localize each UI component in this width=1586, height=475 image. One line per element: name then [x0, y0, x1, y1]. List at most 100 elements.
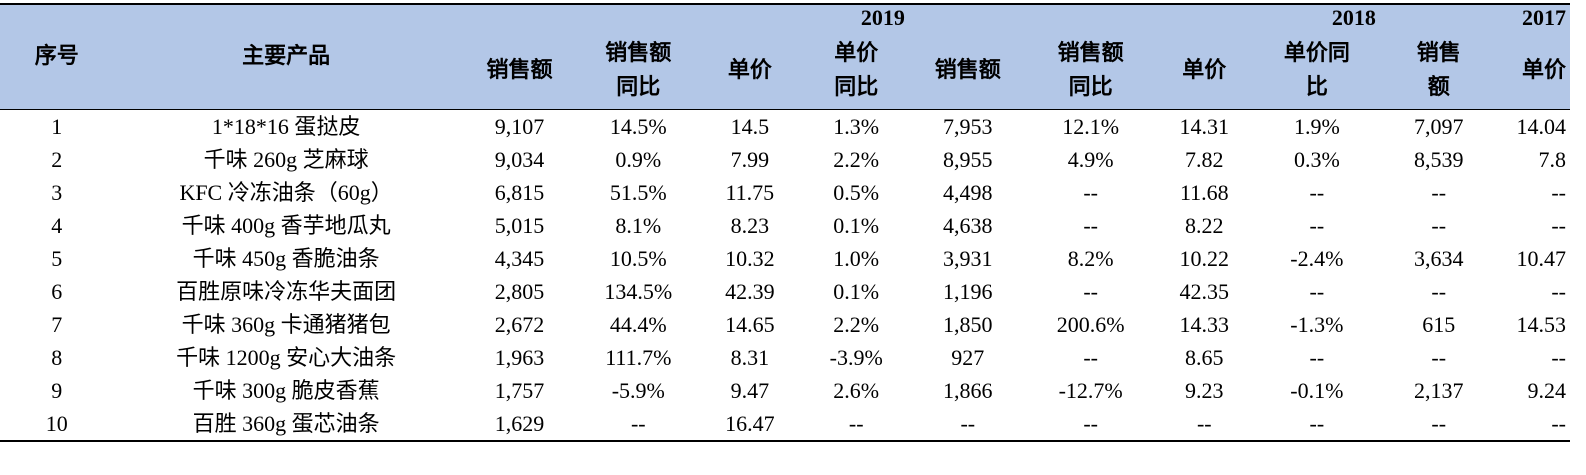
sales-2017-cell: -- — [1431, 180, 1447, 205]
col-price-2019-header: 单价 — [696, 31, 804, 110]
table-row: 9 千味 300g 脆皮香蕉 1,757 -5.9% 9.47 2.6% 1,866 -12.… — [0, 374, 1570, 407]
sales-2017-cell: -- — [1431, 279, 1447, 304]
product-cell: 百胜原味冷冻华夫面团 — [176, 279, 397, 304]
sales-2018-cell: 1,196 — [943, 279, 993, 304]
index-cell: 7 — [51, 312, 63, 337]
sales-yoy-2019-cell: 14.5% — [580, 109, 697, 143]
table-row: 8 千味 1200g 安心大油条 1,963 111.7% 8.31 -3.9% 927 --… — [0, 341, 1570, 374]
price-yoy-2019-cell: 0.5% — [833, 180, 880, 205]
price-yoy-2018-cell: -1.3% — [1290, 312, 1344, 337]
col-sales-yoy-2018-header: 销售额 同比 — [1026, 31, 1155, 110]
price-yoy-2018-cell: 1.9% — [1253, 109, 1380, 143]
price-yoy-2018-cell: -- — [1309, 279, 1325, 304]
col-sales-2019-header: 销售额 — [458, 31, 581, 110]
price-2019-cell: 8.23 — [730, 213, 770, 238]
sales-yoy-2018-cell: 12.1% — [1026, 109, 1155, 143]
product-cell: 千味 1200g 安心大油条 — [176, 345, 397, 370]
sales-2018-cell: 7,953 — [908, 109, 1027, 143]
product-cell: 千味 360g 卡通猪猪包 — [181, 312, 391, 337]
table-row: 5 千味 450g 香脆油条 4,345 10.5% 10.32 1.0% 3,931 8.2… — [0, 242, 1570, 275]
sales-2017-cell: 615 — [1422, 312, 1456, 337]
table-row: 4 千味 400g 香芋地瓜丸 5,015 8.1% 8.23 0.1% 4,638 -- 8.… — [0, 209, 1570, 242]
price-2019-cell: 14.5 — [696, 109, 804, 143]
sales-2019-cell: 1,629 — [458, 407, 581, 442]
sales-2018-cell: -- — [908, 407, 1027, 442]
header-line: 销售额 — [486, 57, 553, 82]
price-yoy-2019-cell: 2.2% — [833, 147, 880, 172]
table-row: 6 百胜原味冷冻华夫面团 2,805 134.5% 42.39 0.1% 1,196 -- 42… — [0, 275, 1570, 308]
sales-2019-cell: 5,015 — [494, 213, 545, 238]
price-2019-cell: 16.47 — [696, 407, 804, 442]
index-cell: 5 — [51, 246, 63, 271]
price-yoy-2019-cell: 0.1% — [833, 279, 880, 304]
sales-2018-cell: 1,850 — [943, 312, 993, 337]
header-line: 销售额 — [934, 57, 1001, 82]
sales-yoy-2019-cell: 111.7% — [605, 345, 672, 370]
price-2017-cell: -- — [1497, 407, 1570, 442]
col-price-2018-header: 单价 — [1154, 31, 1254, 110]
sales-yoy-2018-cell: -- — [1026, 407, 1155, 442]
price-2017-cell: 7.8 — [1538, 147, 1567, 172]
index-cell: 1 — [0, 109, 114, 143]
price-yoy-2019-cell: 0.1% — [833, 213, 880, 238]
product-cell: KFC 冷冻油条（60g） — [179, 180, 393, 205]
price-2019-cell: 10.32 — [725, 246, 775, 271]
table-body: 1 1*18*16 蛋挞皮 9,107 14.5% 14.5 1.3% 7,953 12.1%… — [0, 109, 1570, 442]
price-2017-cell: -- — [1551, 279, 1566, 304]
sales-2019-cell: 4,345 — [494, 246, 545, 271]
sales-yoy-2018-cell: -12.7% — [1058, 378, 1123, 403]
price-yoy-2019-cell: -3.9% — [829, 345, 883, 370]
header-line: 额 — [1427, 74, 1450, 99]
price-yoy-2018-cell: -- — [1309, 180, 1325, 205]
price-2018-cell: 8.22 — [1185, 213, 1224, 238]
table-row: 7 千味 360g 卡通猪猪包 2,672 44.4% 14.65 2.2% 1,850 20… — [0, 308, 1570, 341]
product-sales-table: 2019 2018 2017 序号 主要产品 销售额 销售额 同比 单价 单价 同比 销售额 销售… — [0, 3, 1570, 442]
table-row: 1 1*18*16 蛋挞皮 9,107 14.5% 14.5 1.3% 7,953 12.1%… — [0, 109, 1570, 143]
col-index-header: 序号 — [0, 31, 114, 110]
price-yoy-2019-cell: 2.6% — [833, 378, 880, 403]
sales-2019-cell: 9,034 — [494, 147, 545, 172]
product-cell: 千味 260g 芝麻球 — [203, 147, 369, 172]
column-header-row: 序号 主要产品 销售额 销售额 同比 单价 单价 同比 销售额 销售额 同比 单价 单价同比销售额单价 — [0, 31, 1570, 110]
price-2018-cell: 8.65 — [1185, 345, 1224, 370]
sales-yoy-2019-cell: -- — [580, 407, 697, 442]
price-2017-cell: 10.47 — [1516, 246, 1567, 271]
sales-yoy-2019-cell: 134.5% — [604, 279, 673, 304]
sales-yoy-2019-cell: 10.5% — [609, 246, 667, 271]
sales-2017-cell: 8,539 — [1414, 147, 1464, 172]
price-2017-cell: -- — [1551, 180, 1566, 205]
year-2019: 2019 — [458, 3, 909, 31]
index-cell: 9 — [51, 378, 63, 403]
index-cell: 3 — [51, 180, 63, 205]
price-2018-cell: 14.33 — [1179, 312, 1230, 337]
price-2018-cell: 10.22 — [1179, 246, 1230, 271]
sales-yoy-2018-cell: 8.2% — [1067, 246, 1114, 271]
sales-2017-cell: 2,137 — [1414, 378, 1464, 403]
table-row: 10 百胜 360g 蛋芯油条 1,629 -- 16.47 -- -- -- -- -- -- -- — [0, 407, 1570, 442]
sales-yoy-2019-cell: 44.4% — [609, 312, 667, 337]
year-2018: 2018 — [908, 3, 1380, 31]
product-cell: 千味 450g 香脆油条 — [192, 246, 380, 271]
price-2017-cell: 14.53 — [1516, 312, 1567, 337]
sales-2017-cell: -- — [1379, 407, 1498, 442]
price-2019-cell: 11.75 — [725, 180, 775, 205]
sales-2018-cell: 8,955 — [943, 147, 993, 172]
col-sales-yoy-2019-header: 销售额 同比 — [580, 31, 697, 110]
price-yoy-2018-cell: -- — [1309, 213, 1325, 238]
sales-2017-cell: -- — [1431, 345, 1447, 370]
product-cell: 千味 400g 香芋地瓜丸 — [181, 213, 391, 238]
sales-2018-cell: 927 — [951, 345, 985, 370]
price-2019-cell: 42.39 — [725, 279, 775, 304]
price-2018-cell: 14.31 — [1154, 109, 1254, 143]
price-2017-cell: 9.24 — [1527, 378, 1567, 403]
header-line: 单价 — [1182, 57, 1227, 82]
table-row: 3 KFC 冷冻油条（60g） 6,815 51.5% 11.75 0.5% 4,498 --… — [0, 176, 1570, 209]
price-2018-cell: 42.35 — [1179, 279, 1230, 304]
sales-2017-cell: 3,634 — [1414, 246, 1464, 271]
header-line: 单价 — [834, 40, 879, 65]
table-row: 2 千味 260g 芝麻球 9,034 0.9% 7.99 2.2% 8,955 4.9% 7.… — [0, 143, 1570, 176]
sales-2019-cell: 1,963 — [494, 345, 545, 370]
price-2019-cell: 7.99 — [730, 147, 770, 172]
price-yoy-2018-cell: -0.1% — [1290, 378, 1344, 403]
sales-yoy-2018-cell: -- — [1083, 345, 1098, 370]
